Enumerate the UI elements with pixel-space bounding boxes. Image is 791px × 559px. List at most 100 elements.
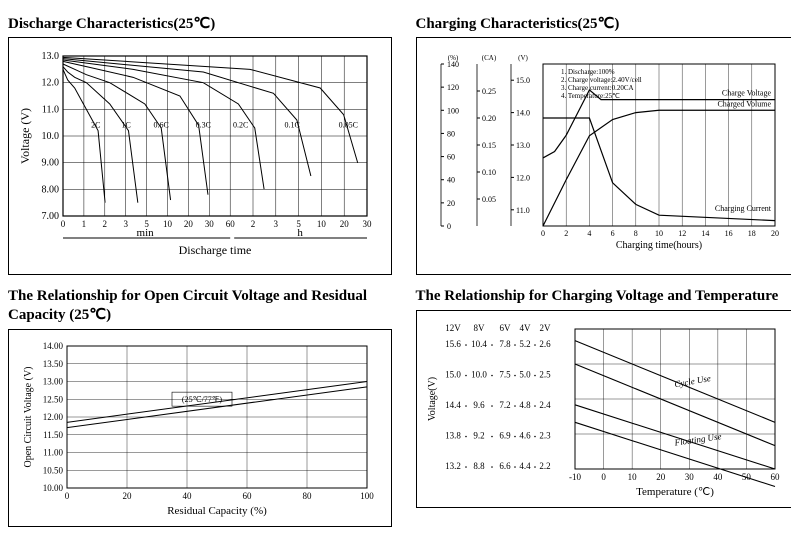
svg-text:10.00: 10.00 [43,483,64,493]
svg-text:Residual Capacity (%): Residual Capacity (%) [167,505,267,517]
svg-text:11.0: 11.0 [42,104,59,115]
svg-text:2.5: 2.5 [539,369,551,379]
svg-text:60: 60 [243,491,253,501]
svg-text:0.10: 0.10 [482,168,496,177]
svg-text:2.3: 2.3 [539,430,551,440]
svg-text:9.2: 9.2 [473,430,484,440]
svg-text:13.0: 13.0 [42,51,60,62]
svg-text:14.00: 14.00 [43,341,64,351]
svg-text:15.0: 15.0 [516,76,530,85]
svg-text:12.50: 12.50 [43,394,64,404]
svg-text:13.0: 13.0 [516,141,530,150]
svg-text:13.8: 13.8 [445,430,461,440]
svg-text:7.8: 7.8 [499,339,511,349]
svg-text:2V: 2V [539,323,551,333]
svg-text:0.1C: 0.1C [284,120,299,129]
svg-text:10: 10 [317,219,327,229]
svg-text:8.8: 8.8 [473,461,485,471]
svg-text:20: 20 [184,219,194,229]
svg-text:30: 30 [684,472,694,482]
svg-text:15.0: 15.0 [445,369,461,379]
svg-text:2.6: 2.6 [539,339,551,349]
svg-text:8: 8 [633,229,637,238]
svg-text:14: 14 [701,229,709,238]
svg-text:11.0: 11.0 [516,206,530,215]
svg-text:4. Temperature:25℃: 4. Temperature:25℃ [561,92,620,100]
svg-text:6V: 6V [499,323,511,333]
svg-text:14.0: 14.0 [516,109,530,118]
svg-text:0: 0 [65,491,70,501]
svg-text:0.25: 0.25 [482,87,496,96]
svg-text:2.2: 2.2 [539,461,550,471]
svg-text:0: 0 [447,222,451,231]
svg-text:0.15: 0.15 [482,141,496,150]
svg-text:Discharge time: Discharge time [179,243,252,257]
svg-text:0.3C: 0.3C [196,120,211,129]
discharge-chart: 7.008.009.0010.011.012.013.0012351020306… [8,37,392,275]
svg-text:Charging time(hours): Charging time(hours) [615,240,701,251]
svg-text:80: 80 [303,491,313,501]
svg-text:12.00: 12.00 [43,412,64,422]
svg-text:Voltage(V): Voltage(V) [427,377,438,421]
svg-text:h: h [297,227,303,239]
charging-chart: 02468101214161820Charging time(hours)020… [416,37,791,275]
svg-text:30: 30 [363,219,373,229]
svg-text:2: 2 [251,219,256,229]
svg-text:30: 30 [205,219,215,229]
svg-text:Temperature (℃): Temperature (℃) [636,486,714,498]
svg-text:(25℃/77℉): (25℃/77℉) [182,395,222,404]
svg-text:10: 10 [627,472,637,482]
ocv-chart: 10.0010.5011.0011.5012.0012.5013.0013.50… [8,329,392,527]
svg-text:9.00: 9.00 [42,158,60,169]
svg-text:(V): (V) [518,54,528,62]
svg-text:3: 3 [123,219,128,229]
svg-text:0: 0 [61,219,66,229]
svg-text:14.4: 14.4 [445,400,461,410]
svg-text:0.20: 0.20 [482,114,496,123]
svg-text:Charging Current: Charging Current [714,204,771,213]
svg-text:120: 120 [447,83,459,92]
svg-text:6.9: 6.9 [499,430,511,440]
svg-text:0.2C: 0.2C [233,120,248,129]
svg-text:12: 12 [678,229,686,238]
svg-text:4.6: 4.6 [519,430,531,440]
svg-text:1. Discharge:100%: 1. Discharge:100% [561,68,615,76]
svg-text:3: 3 [274,219,279,229]
svg-text:10.4: 10.4 [471,339,487,349]
svg-text:4V: 4V [519,323,531,333]
svg-text:2: 2 [564,229,568,238]
svg-text:18: 18 [747,229,755,238]
svg-text:15.6: 15.6 [445,339,461,349]
svg-text:10.50: 10.50 [43,465,64,475]
svg-text:1: 1 [82,219,87,229]
svg-text:13.2: 13.2 [445,461,461,471]
temp-chart: -10010203040506012V8V6V4V2V15.610.47.85.… [416,310,791,508]
svg-text:0.6C: 0.6C [154,120,169,129]
svg-text:9.6: 9.6 [473,400,485,410]
svg-text:40: 40 [183,491,193,501]
svg-text:Voltage (V): Voltage (V) [18,108,32,164]
svg-text:8.00: 8.00 [42,184,60,195]
svg-text:20: 20 [771,229,779,238]
svg-text:12.0: 12.0 [516,173,530,182]
svg-text:11.00: 11.00 [43,447,63,457]
chart-title: Charging Characteristics(25℃) [416,14,791,33]
chart-title: Discharge Characteristics(25℃) [8,14,392,33]
svg-text:8V: 8V [473,323,485,333]
svg-text:60: 60 [447,153,455,162]
svg-text:20: 20 [656,472,666,482]
chart-title: The Relationship for Charging Voltage an… [416,287,791,306]
svg-text:10.0: 10.0 [42,131,60,142]
svg-text:0: 0 [601,472,606,482]
svg-text:100: 100 [360,491,374,501]
svg-text:20: 20 [447,199,455,208]
svg-text:12V: 12V [445,323,461,333]
svg-text:20: 20 [340,219,350,229]
svg-text:100: 100 [447,106,459,115]
svg-text:0.05: 0.05 [482,195,496,204]
svg-text:3. Charge current:0.20CA: 3. Charge current:0.20CA [561,84,634,92]
svg-text:10.0: 10.0 [471,369,487,379]
svg-text:40: 40 [713,472,723,482]
svg-text:40: 40 [447,176,455,185]
svg-text:10: 10 [163,219,173,229]
